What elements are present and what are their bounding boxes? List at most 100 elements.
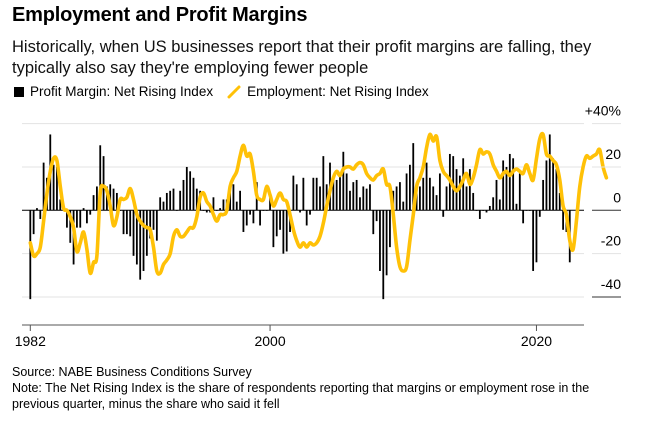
profit-margin-bar <box>129 210 132 237</box>
x-axis: 1982 2000 2020 <box>15 324 584 349</box>
profit-margin-bar <box>212 197 215 211</box>
profit-margin-bar <box>325 184 328 211</box>
profit-margin-bar <box>152 210 155 230</box>
profit-margin-bar <box>332 179 335 211</box>
profit-margin-bar <box>139 210 142 280</box>
profit-margin-bar <box>382 210 385 300</box>
y-tick-label: -20 <box>601 233 621 249</box>
profit-margin-bar <box>552 158 555 211</box>
profit-margin-bar <box>275 210 278 237</box>
profit-margin-bar <box>402 201 405 211</box>
profit-margin-bar <box>465 186 468 211</box>
profit-margin-bar <box>435 195 438 211</box>
profit-margin-bar <box>219 208 222 211</box>
profit-margin-bar <box>76 210 78 228</box>
profit-margin-bar <box>508 153 511 211</box>
profit-margin-bar <box>185 166 188 211</box>
profit-margin-bar <box>362 186 365 211</box>
profit-margin-bar <box>235 201 238 211</box>
profit-margin-bar <box>162 201 165 211</box>
profit-margin-bar <box>125 210 128 235</box>
profit-margin-bar <box>365 188 368 211</box>
profit-margin-bar <box>165 192 168 211</box>
profit-margin-bar <box>122 210 125 235</box>
profit-margin-bar <box>342 151 345 211</box>
profit-margin-bar <box>462 158 465 211</box>
profit-margin-bar <box>305 210 308 226</box>
profit-margin-bar <box>302 177 305 211</box>
x-tick-label: 1982 <box>15 333 46 349</box>
profit-margin-bar <box>349 190 351 211</box>
profit-margin-bar <box>309 210 311 215</box>
profit-margin-bar <box>322 156 325 211</box>
gridlines <box>22 123 584 298</box>
profit-margin-bar <box>169 190 172 211</box>
x-tick-label: 2020 <box>521 333 552 349</box>
footer: Source: NABE Business Conditions Survey … <box>12 364 632 412</box>
profit-margin-bar <box>535 210 538 263</box>
profit-margin-bar <box>245 210 248 226</box>
profit-margin-bar <box>409 164 411 211</box>
profit-margin-bar <box>112 188 115 211</box>
profit-margin-bar <box>285 210 288 252</box>
profit-margin-bar <box>399 182 401 211</box>
profit-margin-bar <box>495 179 498 211</box>
profit-margin-bar <box>419 186 421 211</box>
profit-margin-bar <box>542 179 545 211</box>
profit-margin-bar <box>488 205 491 211</box>
profit-margin-bar <box>372 210 375 235</box>
x-tick-label: 2000 <box>254 333 285 349</box>
profit-margin-bar <box>472 192 475 211</box>
profit-margin-bar <box>159 197 162 211</box>
profit-margin-bar <box>339 175 341 211</box>
profit-margin-bar <box>532 210 535 271</box>
profit-margin-bar <box>345 173 348 211</box>
profit-margin-bar <box>555 169 558 211</box>
profit-margin-bar <box>432 186 435 211</box>
profit-margin-bar <box>518 173 521 211</box>
profit-margin-bar <box>458 175 461 211</box>
profit-margin-bar <box>375 210 378 222</box>
profit-margin-bar <box>548 134 551 211</box>
profit-margin-bar <box>239 190 241 211</box>
profit-margin-bar <box>352 182 355 211</box>
profit-margin-bar <box>312 177 315 211</box>
legend-label-profit-margin: Profit Margin: Net Rising Index <box>30 84 214 99</box>
profit-margin-bar <box>96 186 98 211</box>
profit-margin-bar <box>149 210 152 239</box>
profit-margin-bar <box>39 210 42 219</box>
profit-margin-bar <box>468 169 471 211</box>
profit-margin-bar <box>172 188 175 211</box>
source-note: Source: NABE Business Conditions Survey <box>12 365 252 379</box>
profit-margin-bar <box>335 179 338 211</box>
line-swatch-icon <box>227 85 241 98</box>
profit-margin-bar <box>512 158 515 211</box>
profit-margin-bar <box>292 175 295 211</box>
chart-area: +40% 20 0 -20 -40 1982 2000 2020 <box>15 103 621 349</box>
bar-swatch-icon <box>14 86 24 97</box>
profit-margin-bar <box>445 186 448 211</box>
profit-margin-bar <box>222 199 225 211</box>
profit-margin-bar <box>205 210 208 213</box>
profit-margin-bar <box>192 177 195 211</box>
legend-item-profit-margin: Profit Margin: Net Rising Index <box>14 84 213 99</box>
profit-margin-bar <box>279 210 281 230</box>
profit-margin-bar <box>538 210 541 217</box>
profit-margin-bar <box>209 210 212 213</box>
profit-margin-bar <box>478 210 481 219</box>
profit-margin-bar <box>145 210 148 256</box>
profit-margin-bar <box>562 210 564 230</box>
profit-margin-bar <box>558 192 561 211</box>
profit-margin-bar <box>66 210 68 228</box>
profit-margin-bar <box>498 199 501 211</box>
profit-margin-bar <box>269 197 271 211</box>
profit-margin-bar <box>385 210 388 276</box>
profit-margin-bar <box>189 171 192 211</box>
profit-margin-bar <box>355 179 358 211</box>
profit-margin-bar <box>429 177 431 211</box>
profit-margin-bar <box>282 210 285 254</box>
profit-margin-bar <box>92 195 95 211</box>
y-tick-label: 0 <box>613 189 621 205</box>
profit-margin-bar <box>59 199 62 211</box>
profit-margin-bar <box>505 166 508 211</box>
